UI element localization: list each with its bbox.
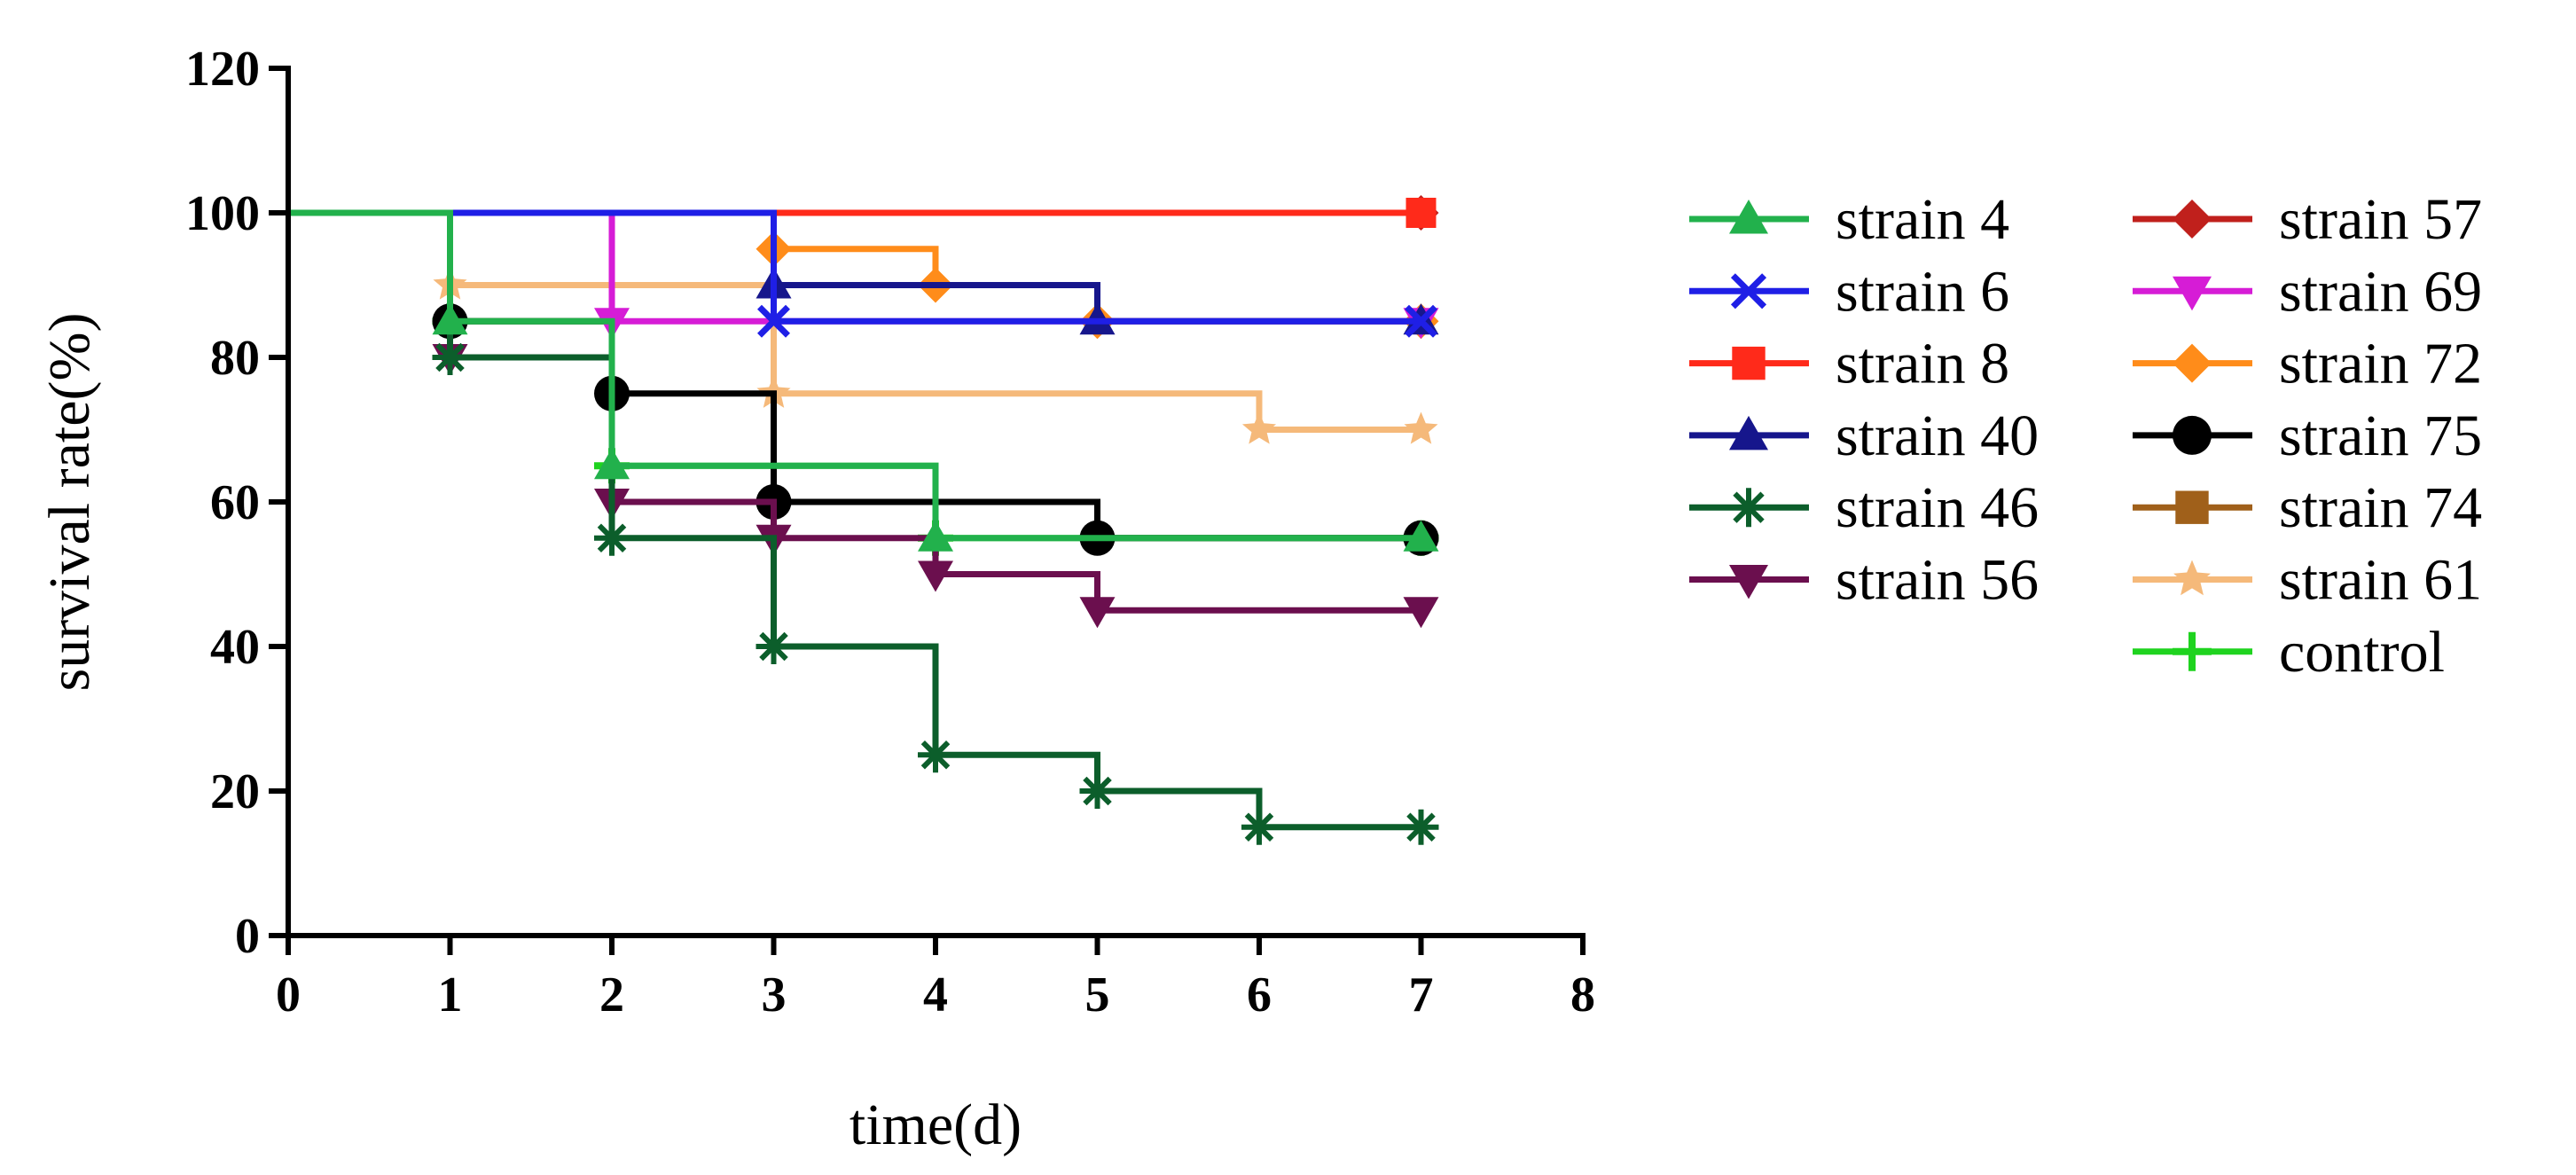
legend-marker-strain-75 bbox=[2173, 415, 2212, 455]
legend-marker-strain-69 bbox=[2173, 276, 2212, 311]
data-point-strain-4 bbox=[594, 448, 630, 480]
data-point-strain-6 bbox=[757, 304, 790, 338]
series-line-strain-72 bbox=[288, 209, 1421, 325]
x-tick-label: 3 bbox=[762, 967, 787, 1022]
data-point-strain-46 bbox=[594, 520, 630, 556]
legend-item-strain-61: strain 61 bbox=[2133, 548, 2482, 613]
legend-marker-control bbox=[2173, 631, 2212, 671]
legend-item-strain-75: strain 75 bbox=[2133, 403, 2482, 468]
data-point-strain-4 bbox=[432, 303, 468, 335]
data-point-strain-46 bbox=[918, 737, 953, 773]
legend-item-control: control bbox=[2133, 620, 2445, 685]
data-point-strain-4 bbox=[1403, 520, 1439, 552]
series-strain-46 bbox=[288, 209, 1439, 845]
series-line-strain-40 bbox=[288, 209, 1421, 325]
series-line-strain-46 bbox=[288, 209, 1421, 831]
series-strain-75 bbox=[288, 209, 1439, 556]
series-line-strain-4 bbox=[288, 209, 1421, 542]
legend-marker-strain-8 bbox=[1732, 346, 1766, 380]
legend-item-strain-69: strain 69 bbox=[2133, 259, 2482, 324]
legend-marker-strain-57 bbox=[2173, 200, 2212, 239]
data-point-strain-61 bbox=[1241, 411, 1277, 444]
legend-label: strain 61 bbox=[2279, 548, 2482, 613]
x-tick-label: 4 bbox=[923, 967, 948, 1022]
data-point-strain-56 bbox=[1079, 597, 1116, 629]
x-tick-label: 7 bbox=[1409, 967, 1434, 1022]
legend-label: strain 8 bbox=[1836, 332, 2009, 396]
data-point-strain-46 bbox=[1079, 773, 1116, 809]
legend-label: strain 72 bbox=[2279, 332, 2482, 396]
series-line-control bbox=[288, 209, 1421, 542]
legend-marker-strain-61 bbox=[2173, 560, 2211, 596]
legend-label: strain 6 bbox=[1836, 259, 2009, 324]
series-layer bbox=[288, 195, 1439, 845]
legend-item-strain-40: strain 40 bbox=[1689, 403, 2039, 468]
legend-label: strain 75 bbox=[2279, 403, 2482, 468]
legend-marker-strain-6 bbox=[1730, 273, 1767, 309]
x-tick-label: 6 bbox=[1247, 967, 1272, 1022]
data-point-strain-46 bbox=[1403, 809, 1439, 845]
x-tick-label: 1 bbox=[438, 967, 463, 1022]
y-tick-label: 20 bbox=[210, 764, 260, 819]
series-line-strain-69 bbox=[288, 209, 1421, 325]
y-tick-label: 100 bbox=[185, 186, 260, 241]
legend-label: strain 4 bbox=[1836, 187, 2009, 252]
legend-marker-strain-56 bbox=[1729, 565, 1768, 599]
x-tick-label: 5 bbox=[1085, 967, 1110, 1022]
series-strain-4 bbox=[288, 209, 1439, 552]
legend-label: strain 46 bbox=[1836, 475, 2039, 540]
legend-label: strain 69 bbox=[2279, 259, 2482, 324]
data-point-strain-56 bbox=[1403, 597, 1439, 629]
legend-item-strain-46: strain 46 bbox=[1689, 475, 2039, 540]
legend-label: strain 57 bbox=[2279, 187, 2482, 252]
legend-marker-strain-46 bbox=[1729, 488, 1768, 528]
x-axis-title: time(d) bbox=[850, 1093, 1022, 1157]
series-strain-56 bbox=[288, 209, 1439, 629]
legend-marker-strain-4 bbox=[1729, 200, 1768, 234]
legend-item-strain-74: strain 74 bbox=[2133, 475, 2482, 540]
legend-marker-strain-74 bbox=[2175, 490, 2209, 524]
legend-item-strain-8: strain 8 bbox=[1689, 332, 2009, 396]
legend-marker-strain-72 bbox=[2173, 343, 2212, 383]
x-tick-label: 2 bbox=[599, 967, 624, 1022]
data-point-strain-46 bbox=[756, 629, 792, 664]
legend-label: strain 40 bbox=[1836, 403, 2039, 468]
legend-item-strain-57: strain 57 bbox=[2133, 187, 2482, 252]
legend-item-strain-4: strain 4 bbox=[1689, 187, 2009, 252]
y-tick-label: 120 bbox=[185, 42, 260, 97]
data-point-strain-46 bbox=[432, 340, 468, 375]
y-tick-label: 60 bbox=[210, 475, 260, 530]
data-point-strain-46 bbox=[1241, 809, 1277, 845]
legend-item-strain-72: strain 72 bbox=[2133, 332, 2482, 396]
legend-label: strain 56 bbox=[1836, 548, 2039, 613]
x-tick-label: 0 bbox=[276, 967, 301, 1022]
legend-marker-strain-40 bbox=[1729, 415, 1768, 450]
data-point-strain-56 bbox=[918, 560, 953, 592]
series-line-strain-75 bbox=[288, 209, 1421, 542]
ticks-layer: 0 20 40 60 80 100 120 0 1 2 3 4 5 6 7 8 bbox=[185, 42, 1595, 1022]
series-strain-6 bbox=[288, 209, 1437, 338]
data-point-strain-8 bbox=[1405, 198, 1437, 228]
legend-item-strain-6: strain 6 bbox=[1689, 259, 2009, 324]
y-axis-title: survival rate(%) bbox=[37, 313, 102, 692]
series-line-strain-56 bbox=[288, 209, 1421, 614]
series-line-strain-6 bbox=[288, 209, 1421, 325]
data-point-strain-4 bbox=[918, 520, 953, 552]
data-point-strain-61 bbox=[1404, 411, 1438, 444]
data-point-strain-6 bbox=[1405, 304, 1437, 338]
y-tick-label: 40 bbox=[210, 620, 260, 675]
legend-item-strain-56: strain 56 bbox=[1689, 548, 2039, 613]
x-tick-label: 8 bbox=[1570, 967, 1595, 1022]
y-tick-label: 80 bbox=[210, 331, 260, 386]
legend-label: control bbox=[2279, 620, 2445, 685]
y-tick-label: 0 bbox=[235, 909, 260, 964]
legend: strain 4 strain 6 strain 8 strain 40 strain … bbox=[1689, 187, 2482, 685]
legend-label: strain 74 bbox=[2279, 475, 2482, 540]
